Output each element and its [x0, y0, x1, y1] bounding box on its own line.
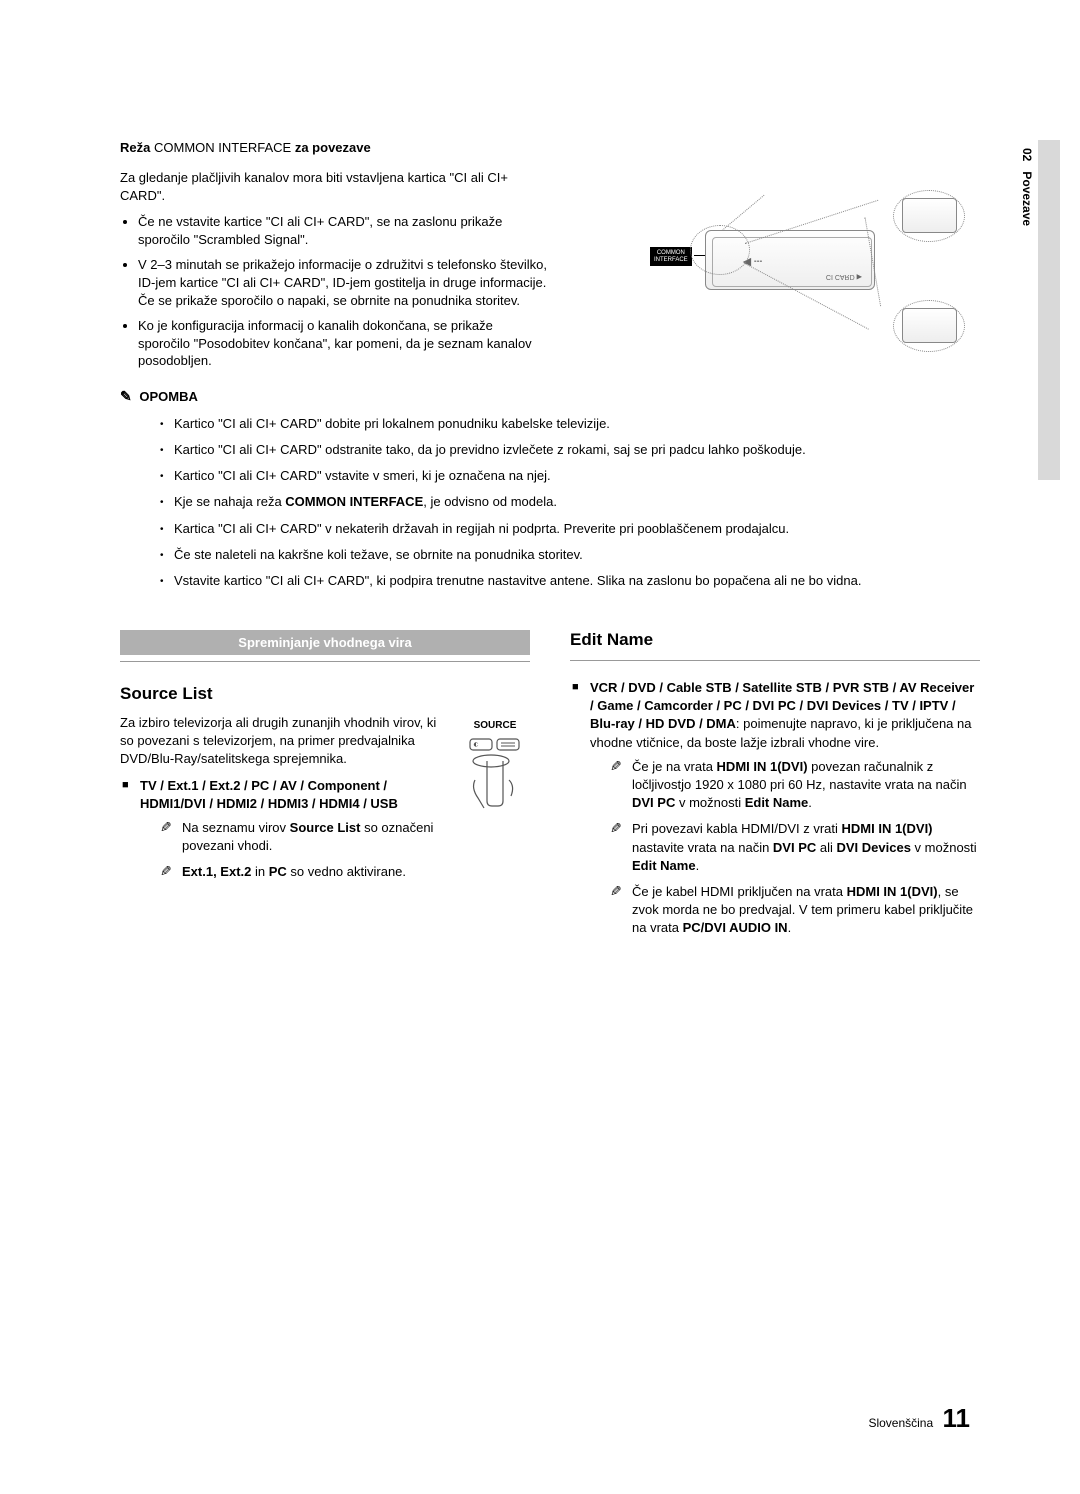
ci-intro: Za gledanje plačljivih kanalov mora biti… [120, 169, 520, 205]
source-list-title: Source List [120, 684, 530, 704]
two-column-layout: Spreminjanje vhodnega vira Source List S… [120, 630, 980, 945]
list-item: V 2–3 minutah se prikažejo informacije o… [138, 256, 548, 309]
remote-button-label: SOURCE [460, 720, 530, 731]
list-item: Kartico "CI ali CI+ CARD" dobite pri lok… [160, 415, 980, 433]
divider [570, 660, 980, 661]
ci-heading: Reža COMMON INTERFACE za povezave [120, 140, 980, 155]
right-column: Edit Name VCR / DVD / Cable STB / Satell… [570, 630, 980, 945]
list-item: Na seznamu virov Source List so označeni… [160, 819, 530, 855]
opomba-heading: ✎ OPOMBA [120, 388, 980, 405]
heading-text: OPOMBA [139, 389, 198, 404]
note-icon: ✎ [120, 388, 132, 404]
list-item: VCR / DVD / Cable STB / Satellite STB / … [570, 679, 980, 937]
callout-line [722, 195, 765, 231]
sidebar-section-label: 02 Povezave [1020, 148, 1034, 226]
list-item: Vstavite kartico "CI ali CI+ CARD", ki p… [160, 572, 980, 590]
list-item: Če ste naleteli na kakršne koli težave, … [160, 546, 980, 564]
common-interface-label: COMMON INTERFACE [650, 247, 692, 266]
divider [120, 661, 530, 662]
callout-circle [690, 225, 750, 275]
section-number: 02 [1020, 148, 1034, 161]
list-item: Kartico "CI ali CI+ CARD" vstavite v sme… [160, 467, 980, 485]
edit-name-options: VCR / DVD / Cable STB / Satellite STB / … [570, 679, 980, 937]
ci-card-diagram: COMMON INTERFACE CI CARD ▶ ◄┄ [650, 165, 960, 365]
section-bar: Spreminjanje vhodnega vira [120, 630, 530, 655]
detail-card [902, 198, 957, 233]
left-column: Spreminjanje vhodnega vira Source List S… [120, 630, 530, 945]
list-item: Če je kabel HDMI priključen na vrata HDM… [610, 883, 980, 938]
list-item: Če ne vstavite kartice "CI ali CI+ CARD"… [138, 213, 548, 248]
label-line: COMMON [654, 250, 688, 257]
card-label: CI CARD ▶ [826, 273, 862, 281]
list-item: Kartica "CI ali CI+ CARD" v nekaterih dr… [160, 520, 980, 538]
list-item: TV / Ext.1 / Ext.2 / PC / AV / Component… [120, 777, 530, 882]
list-item: Če je na vrata HDMI IN 1(DVI) povezan ra… [610, 758, 980, 813]
bold-text: TV / Ext.1 / Ext.2 / PC / AV / Component… [140, 778, 398, 811]
ci-bullets: Če ne vstavite kartice "CI ali CI+ CARD"… [138, 213, 548, 369]
language-label: Slovenščina [868, 1416, 933, 1430]
source-options: TV / Ext.1 / Ext.2 / PC / AV / Component… [120, 777, 530, 882]
list-item: Kartico "CI ali CI+ CARD" odstranite tak… [160, 441, 980, 459]
sub-notes: Če je na vrata HDMI IN 1(DVI) povezan ra… [610, 758, 980, 938]
edit-name-title: Edit Name [570, 630, 980, 650]
detail-card [902, 308, 957, 343]
heading-part: za povezave [295, 140, 371, 155]
page-content: Reža COMMON INTERFACE za povezave Za gle… [0, 0, 1080, 986]
heading-part: Reža [120, 140, 150, 155]
label-line: INTERFACE [654, 257, 688, 264]
opomba-list: Kartico "CI ali CI+ CARD" dobite pri lok… [160, 415, 980, 590]
list-item: Pri povezavi kabla HDMI/DVI z vrati HDMI… [610, 820, 980, 875]
list-item: Kje se nahaja reža COMMON INTERFACE, je … [160, 493, 980, 511]
page-number: 11 [943, 1403, 971, 1433]
sub-notes: Na seznamu virov Source List so označeni… [160, 819, 530, 882]
page-footer: Slovenščina 11 [868, 1403, 970, 1434]
heading-part: COMMON INTERFACE [154, 140, 291, 155]
list-item: Ko je konfiguracija informacij o kanalih… [138, 317, 548, 370]
sidebar-tab [1038, 140, 1060, 480]
section-title: Povezave [1020, 171, 1034, 226]
list-item: Ext.1, Ext.2 in PC so vedno aktivirane. [160, 863, 530, 881]
